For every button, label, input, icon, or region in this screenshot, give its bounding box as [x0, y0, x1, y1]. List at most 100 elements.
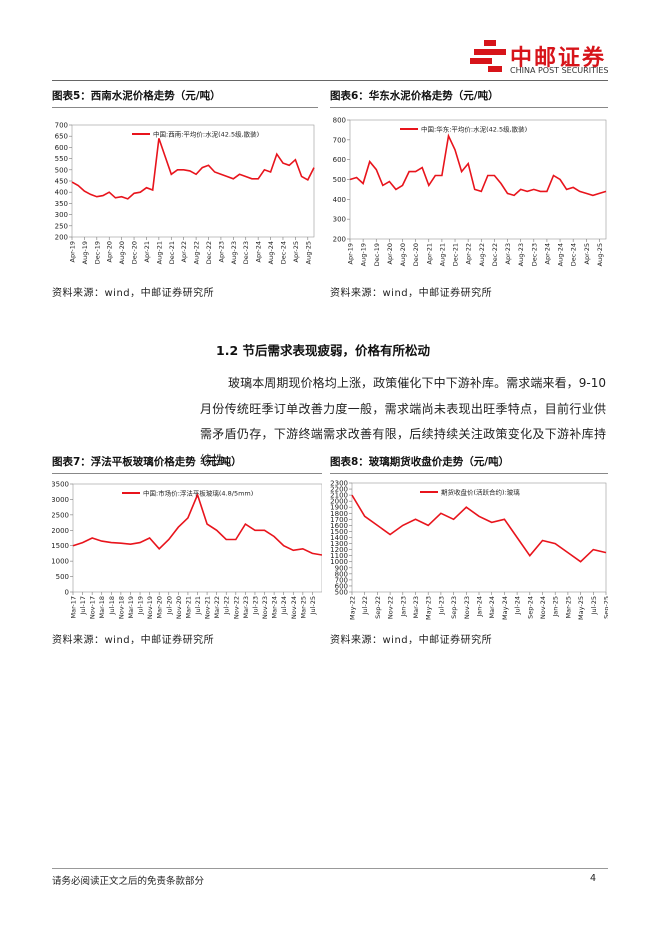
y-tick-label: 1200 [330, 546, 348, 554]
x-tick-label: Nov-22 [387, 596, 395, 619]
y-tick-label: 600 [333, 156, 346, 164]
y-tick-label: 600 [55, 144, 68, 152]
x-tick-label: Mar-18 [98, 596, 106, 618]
figure-source: 资料来源：wind，中邮证券研究所 [330, 635, 493, 646]
x-tick-label: Aug-24 [267, 241, 275, 264]
x-tick-label: Mar-20 [156, 596, 164, 618]
x-tick-label: Apr-21 [143, 241, 151, 262]
x-tick-label: Dec-20 [131, 241, 139, 264]
y-tick-label: 1900 [330, 504, 348, 512]
x-tick-label: Jul-25 [590, 596, 598, 615]
y-tick-label: 700 [333, 136, 346, 144]
x-tick-label: Dec-19 [93, 241, 101, 264]
y-tick-label: 700 [55, 122, 68, 130]
legend-label: 期货收盘价(活跃合约):玻璃 [441, 488, 520, 497]
x-tick-label: Mar-25 [299, 596, 307, 618]
y-tick-label: 550 [55, 155, 68, 163]
figure-title: 图表6：华东水泥价格走势（元/吨） [330, 85, 608, 108]
y-tick-label: 1600 [330, 522, 348, 530]
chart: 5006007008009001000110012001300140015001… [330, 480, 608, 620]
y-tick-label: 2000 [52, 527, 69, 535]
x-tick-label: Aug-20 [118, 241, 126, 264]
plot-frame [349, 119, 607, 240]
y-tick-label: 350 [55, 200, 68, 208]
y-tick-label: 500 [335, 589, 348, 597]
y-tick-label: 1100 [330, 552, 348, 560]
x-tick-label: Dec-24 [279, 241, 287, 264]
figure-source: 资料来源：wind，中邮证券研究所 [52, 635, 215, 646]
footer-rule [52, 868, 608, 869]
x-tick-label: Nov-23 [463, 596, 471, 619]
y-tick-label: 400 [333, 196, 346, 204]
y-tick-label: 600 [335, 582, 348, 590]
x-tick-label: Jan-24 [476, 596, 484, 618]
x-tick-label: May-22 [349, 596, 357, 620]
line-series [349, 133, 607, 197]
plot-frame [72, 483, 322, 593]
x-tick-label: Nov-20 [175, 596, 183, 619]
x-tick-label: Aug-25 [304, 241, 312, 264]
y-tick-label: 2200 [330, 486, 348, 494]
x-tick-label: Jul-22 [361, 596, 369, 615]
x-tick-label: Apr-22 [180, 241, 188, 262]
y-tick-label: 1700 [330, 516, 348, 524]
x-tick-label: Apr-21 [425, 243, 433, 264]
x-tick-label: Jul-22 [223, 596, 231, 615]
y-tick-label: 500 [55, 166, 68, 174]
x-tick-label: Aug-19 [360, 243, 368, 266]
y-tick-label: 800 [333, 117, 346, 125]
x-tick-label: Dec-24 [570, 243, 578, 266]
page-number: 4 [590, 873, 597, 884]
x-tick-label: Apr-19 [69, 241, 77, 262]
x-tick-label: Dec-21 [452, 243, 460, 266]
x-tick-label: Nov-21 [204, 596, 212, 619]
x-tick-label: Jul-24 [280, 596, 288, 615]
figure-title: 图表8：玻璃期货收盘价走势（元/吨） [330, 451, 608, 474]
paragraph: 玻璃本周期现价格均上涨，政策催化下中下游补库。需求端来看，9-10 月份传统旺季… [200, 376, 606, 467]
x-tick-label: Dec-20 [412, 243, 420, 266]
x-tick-label: Apr-20 [386, 243, 394, 264]
figure-title: 图表7：浮法平板玻璃价格走势（元/吨） [52, 451, 322, 474]
y-tick-label: 1300 [330, 540, 348, 548]
x-tick-label: Jul-23 [251, 596, 259, 615]
x-tick-label: Apr-25 [292, 241, 300, 262]
x-tick-label: Apr-19 [347, 243, 355, 264]
y-tick-label: 250 [55, 222, 68, 230]
y-tick-label: 200 [333, 236, 346, 244]
x-tick-label: Mar-24 [488, 596, 496, 618]
x-tick-label: Sep-23 [450, 596, 458, 619]
figure-source: 资料来源：wind，中邮证券研究所 [330, 288, 493, 299]
y-tick-label: 1500 [330, 528, 348, 536]
y-tick-label: 1000 [330, 558, 348, 566]
x-tick-label: May-23 [425, 596, 433, 620]
x-tick-label: Dec-21 [168, 241, 176, 264]
x-tick-label: Aug-21 [155, 241, 163, 264]
x-tick-label: Jul-17 [79, 596, 87, 615]
x-tick-label: Jul-20 [165, 596, 173, 615]
x-tick-label: Jul-18 [108, 596, 116, 615]
y-tick-label: 2500 [52, 511, 69, 519]
x-tick-label: Mar-25 [564, 596, 572, 618]
y-tick-label: 3500 [52, 481, 69, 489]
x-tick-label: Mar-19 [127, 596, 135, 618]
x-tick-label: Apr-23 [217, 241, 225, 262]
x-tick-label: Jul-19 [137, 596, 145, 615]
x-tick-label: Aug-24 [557, 243, 565, 266]
x-tick-label: May-25 [577, 596, 585, 620]
x-tick-label: Aug-25 [596, 243, 604, 266]
y-tick-label: 1800 [330, 510, 348, 518]
x-tick-label: Nov-24 [539, 596, 547, 619]
line-series [351, 494, 607, 563]
x-tick-label: Mar-24 [271, 596, 279, 618]
x-tick-label: Mar-21 [184, 596, 192, 618]
y-tick-label: 3000 [52, 496, 69, 504]
plot-frame [71, 124, 315, 238]
x-tick-label: Jul-24 [514, 596, 522, 615]
section-title: 1.2 节后需求表现疲弱，价格有所松动 [216, 343, 430, 358]
chart: 200 250 300 350 400 450 500 550 600 650 700 Apr-19 A… [55, 122, 315, 264]
x-tick-label: Dec-22 [205, 241, 213, 264]
x-tick-label: Mar-22 [213, 596, 221, 618]
figure-source: 资料来源：wind，中邮证券研究所 [52, 288, 215, 299]
legend-label: 中国:华东:平均价:水泥(42.5级,散装) [421, 125, 527, 134]
